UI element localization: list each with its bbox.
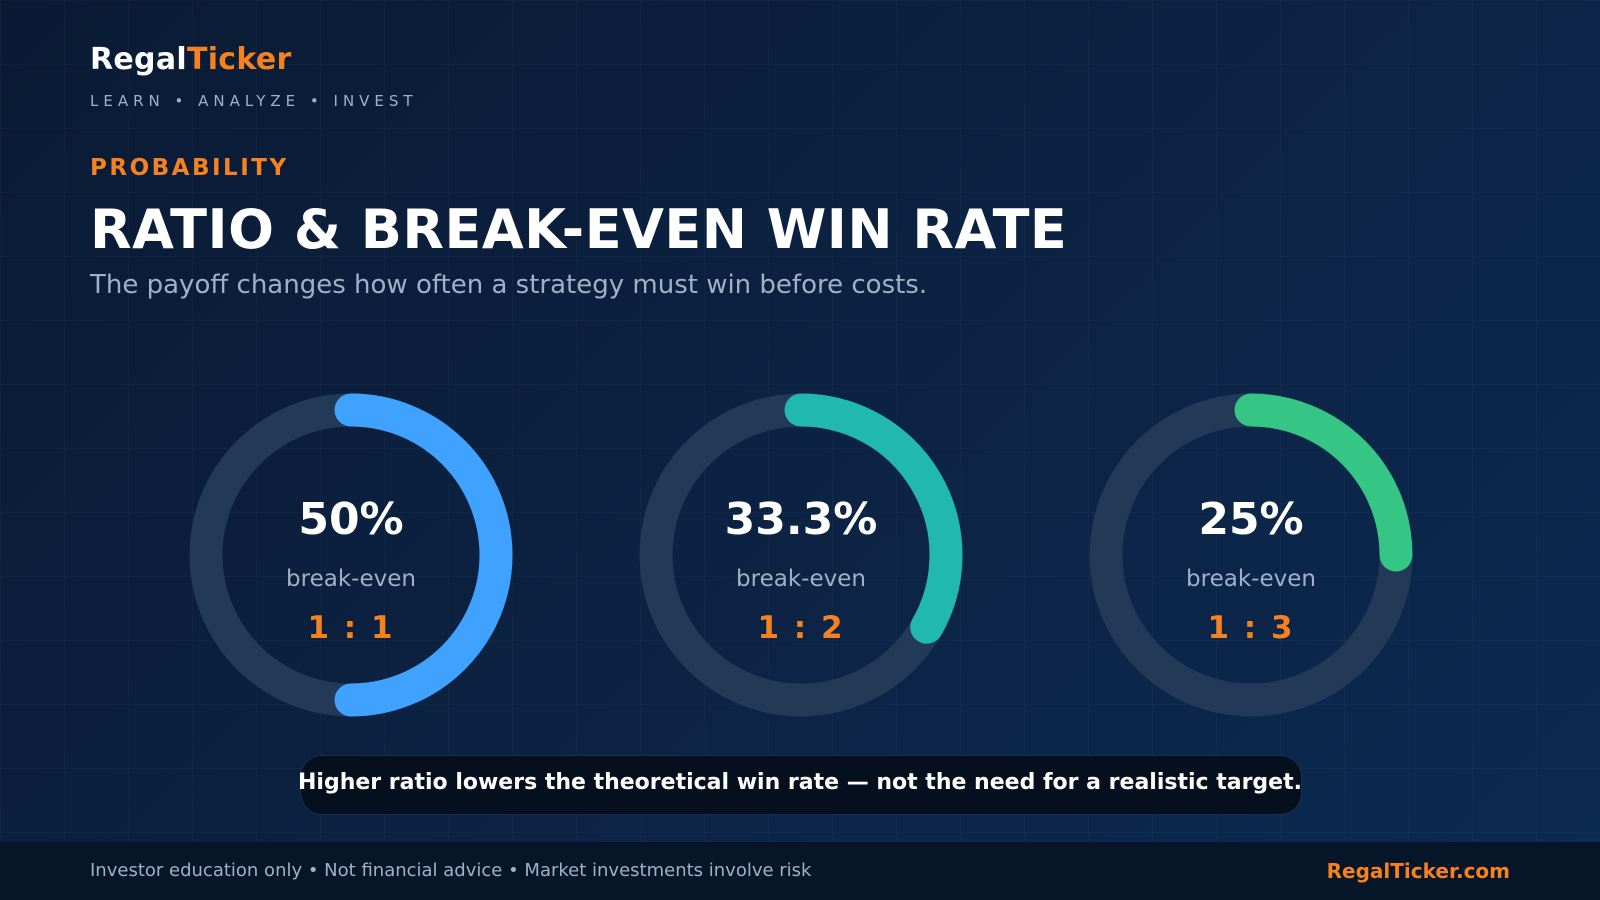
gauge-arc (334, 393, 513, 717)
gauge-arc (1234, 393, 1413, 572)
gauge-value: 50% (298, 494, 404, 545)
page-subtitle: The payoff changes how often a strategy … (90, 270, 928, 300)
gauge-ring (189, 393, 513, 717)
gauge-ring (1089, 393, 1413, 717)
brand-name-part1: Regal (90, 42, 187, 77)
gauge-value: 25% (1198, 494, 1304, 545)
section-eyebrow: PROBABILITY (90, 155, 289, 181)
gauge-1-1: 50% break-even 1 : 1 (188, 392, 514, 718)
gauge-label: break-even (1186, 566, 1316, 592)
gauge-ring (639, 393, 963, 717)
gauge-value: 33.3% (724, 494, 878, 545)
gauge-label: break-even (286, 566, 416, 592)
gauge-ratio: 1 : 3 (1207, 610, 1295, 646)
brand-logo: RegalTicker (90, 42, 292, 77)
footer-bar: Investor education only • Not financial … (0, 842, 1600, 900)
footer-site-link[interactable]: RegalTicker.com (1326, 859, 1510, 883)
gauge-1-3: 25% break-even 1 : 3 (1088, 392, 1414, 718)
gauge-arc (784, 393, 963, 644)
callout-text: Higher ratio lowers the theoretical win … (298, 770, 1302, 795)
gauge-ratio: 1 : 1 (307, 610, 395, 646)
gauge-1-2: 33.3% break-even 1 : 2 (638, 392, 964, 718)
callout-box (300, 755, 1302, 815)
brand-tagline: LEARN • ANALYZE • INVEST (90, 92, 418, 110)
gauge-label: break-even (736, 566, 866, 592)
gauge-ratio: 1 : 2 (757, 610, 845, 646)
footer-disclaimer: Investor education only • Not financial … (90, 860, 812, 881)
brand-name-part2: Ticker (186, 42, 292, 77)
page-title: RATIO & BREAK-EVEN WIN RATE (90, 198, 1068, 261)
